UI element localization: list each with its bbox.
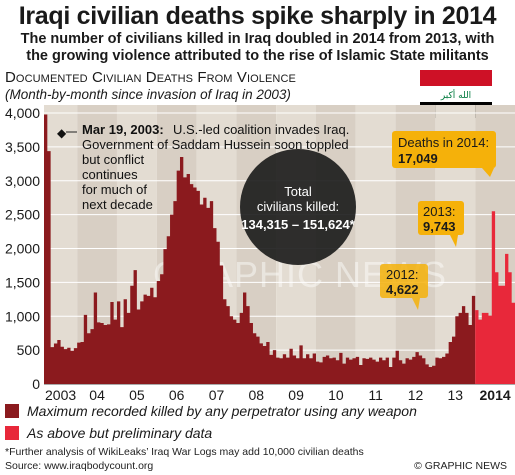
- x-tick-label: 07: [209, 387, 225, 403]
- y-tick-label: 2,000: [5, 241, 40, 257]
- title: Iraqi civilian deaths spike sharply in 2…: [18, 2, 497, 30]
- total-text-bottom: 134,315 – 151,624*: [241, 217, 355, 232]
- callout-2012-value: 4,622: [386, 282, 419, 297]
- y-tick-label: 3,500: [5, 139, 40, 155]
- y-tick-label: 0: [32, 376, 40, 392]
- x-axis-year-labels: 2003 04 05 06 07 08 09 10 11 12 13 2014: [45, 387, 511, 403]
- annotation-invasion-line5: for much of: [82, 182, 147, 197]
- x-tick-label: 06: [169, 387, 185, 403]
- callout-2014: Deaths in 2014: 17,049: [392, 131, 496, 177]
- flag-script: الله أكبر: [440, 89, 471, 101]
- total-text-top: Total: [284, 184, 312, 199]
- legend-swatch-maximum: [5, 404, 19, 418]
- subtitle-line-2: the growing violence attributed to the r…: [26, 48, 489, 64]
- total-text-mid: civilians killed:: [257, 199, 339, 214]
- callout-2012: 2012: 4,622: [380, 264, 428, 310]
- x-tick-label: 10: [328, 387, 344, 403]
- section-subtitle: (Month-by-month since invasion of Iraq i…: [5, 87, 291, 102]
- callout-2014-pointer: [482, 168, 494, 177]
- chart: GRAPHIC NEWS 4,0003,5003,0002,5002,0001,…: [5, 105, 515, 403]
- callout-2013-label: 2013:: [423, 204, 456, 219]
- annotation-invasion-line2: Government of Saddam Hussein soon topple…: [82, 137, 349, 152]
- callout-2014-value: 17,049: [398, 151, 438, 166]
- annotation-invasion-line4: continues: [82, 167, 138, 182]
- annotation-invasion: ◆ Mar 19, 2003: U.S.-led coalition invad…: [57, 122, 353, 212]
- annotation-invasion-line1: U.S.-led coalition invades Iraq.: [173, 122, 349, 137]
- annotation-invasion-text: Mar 19, 2003: U.S.-led coalition invades…: [82, 122, 353, 212]
- y-tick-label: 3,000: [5, 173, 40, 189]
- x-tick-label: 2014: [480, 387, 511, 403]
- area-series-preliminary: [475, 211, 515, 384]
- year-band: [355, 105, 396, 384]
- legend-label-maximum: Maximum recorded killed by any perpetrat…: [27, 403, 417, 419]
- callout-2012-pointer: [412, 298, 420, 310]
- x-tick-label: 08: [248, 387, 264, 403]
- annotation-invasion-line6: next decade: [82, 197, 153, 212]
- y-tick-label: 4,000: [5, 105, 40, 121]
- y-axis-ticks: 4,000 3,500 3,000 2,500 2,000 1,500 1,000 500 0: [5, 105, 40, 392]
- callout-2013-pointer: [450, 235, 458, 247]
- area-series-maximum: [44, 114, 476, 384]
- annotation-invasion-line3: but conflict: [82, 152, 145, 167]
- x-tick-label: 11: [368, 387, 383, 403]
- annotation-invasion-date: Mar 19, 2003:: [82, 122, 164, 137]
- flag-white-stripe: [420, 86, 492, 102]
- callout-2013-box: [418, 201, 464, 235]
- subtitle: The number of civilians killed in Iraq d…: [0, 31, 515, 65]
- legend-item-maximum: Maximum recorded killed by any perpetrat…: [5, 403, 417, 419]
- legend-swatch-preliminary: [5, 426, 19, 440]
- x-tick-label: 04: [89, 387, 105, 403]
- callout-2014-label: Deaths in 2014:: [398, 135, 489, 150]
- x-tick-label: 05: [129, 387, 145, 403]
- y-tick-label: 500: [17, 342, 41, 358]
- callout-2012-label: 2012:: [386, 267, 419, 282]
- x-tick-label: 13: [448, 387, 464, 403]
- callout-2013-value: 9,743: [423, 219, 456, 234]
- section-title: Documented Civilian Deaths From Violence: [5, 69, 296, 86]
- legend-label-preliminary: As above but preliminary data: [27, 425, 213, 441]
- x-tick-label: 12: [408, 387, 424, 403]
- callout-2013: 2013: 9,743: [418, 201, 464, 247]
- total-circle-shape: [240, 149, 356, 265]
- credit: © GRAPHIC NEWS: [414, 460, 507, 472]
- y-tick-label: 2,500: [5, 207, 40, 223]
- source: Source: www.iraqbodycount.org: [5, 460, 154, 472]
- legend-item-preliminary: As above but preliminary data: [5, 425, 212, 441]
- total-circle: Total civilians killed: 134,315 – 151,62…: [240, 149, 356, 265]
- x-tick-label: 2003: [45, 387, 76, 403]
- footnote: *Further analysis of WikiLeaks’ Iraq War…: [5, 446, 364, 458]
- callout-2014-box: [392, 131, 496, 168]
- callout-2012-box: [380, 264, 428, 298]
- annotation-invasion-marker: ◆: [57, 126, 67, 140]
- flag-red-stripe: [420, 70, 492, 86]
- x-tick-label: 09: [288, 387, 304, 403]
- y-tick-label: 1,500: [5, 274, 40, 290]
- subtitle-line-1: The number of civilians killed in Iraq d…: [20, 31, 495, 47]
- y-tick-label: 1,000: [5, 308, 40, 324]
